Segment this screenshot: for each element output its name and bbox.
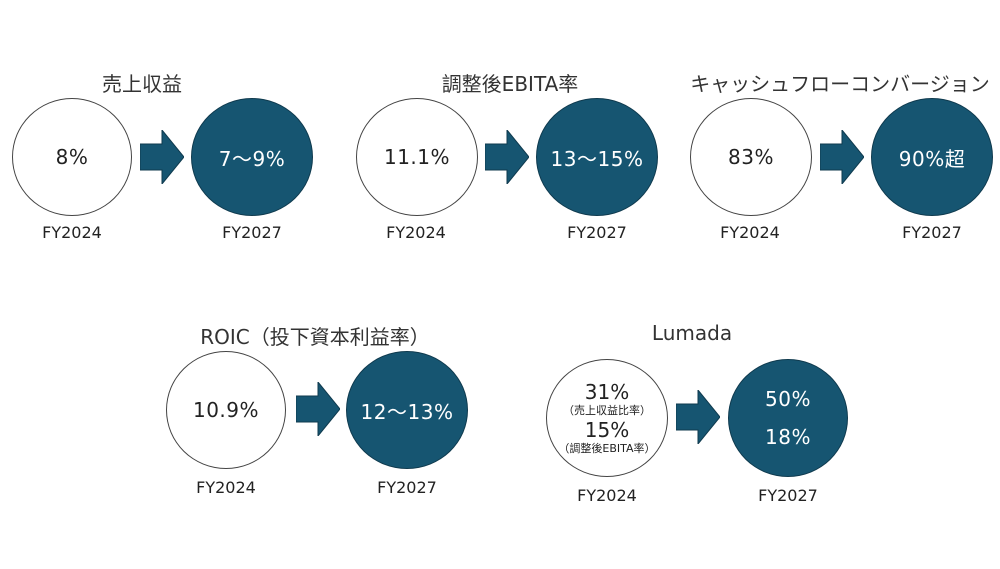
baseline-circle: 10.9% bbox=[166, 351, 286, 469]
target-value: 13〜15% bbox=[550, 146, 644, 171]
baseline-value: 11.1% bbox=[383, 145, 451, 169]
metric-title: Lumada bbox=[651, 321, 733, 345]
target-year: FY2027 bbox=[902, 223, 962, 242]
target-value-ebita-rate: 18% bbox=[765, 425, 811, 449]
baseline-value: 8% bbox=[55, 145, 89, 169]
metric-title: 売上収益 bbox=[102, 72, 182, 96]
baseline-value-revenue-ratio: 31% bbox=[584, 380, 630, 404]
target-year: FY2027 bbox=[222, 223, 282, 242]
baseline-year: FY2024 bbox=[42, 223, 102, 242]
arrow-right-icon bbox=[296, 382, 340, 436]
target-circle: 7〜9% bbox=[191, 98, 313, 216]
baseline-circle: 83% bbox=[690, 98, 812, 216]
baseline-value: 10.9% bbox=[192, 398, 260, 422]
metric-title: 調整後EBITA率 bbox=[441, 72, 579, 96]
target-value: 7〜9% bbox=[218, 146, 286, 171]
baseline-year: FY2024 bbox=[720, 223, 780, 242]
baseline-year: FY2024 bbox=[386, 223, 446, 242]
baseline-value: 83% bbox=[728, 145, 774, 169]
target-year: FY2027 bbox=[758, 486, 818, 505]
baseline-note-revenue-ratio: （売上収益比率） bbox=[563, 404, 651, 417]
target-circle: 90%超 bbox=[871, 98, 993, 216]
baseline-circle: 31% （売上収益比率） 15% （調整後EBITA率） bbox=[546, 359, 668, 477]
baseline-circle: 8% bbox=[12, 98, 132, 216]
target-year: FY2027 bbox=[377, 478, 437, 497]
target-circle: 13〜15% bbox=[536, 98, 658, 216]
metric-title: キャッシュフローコンバージョン bbox=[690, 72, 990, 96]
target-year: FY2027 bbox=[567, 223, 627, 242]
baseline-note-ebita-rate: （調整後EBITA率） bbox=[558, 442, 656, 455]
baseline-year: FY2024 bbox=[577, 486, 637, 505]
target-circle: 12〜13% bbox=[346, 351, 468, 469]
arrow-right-icon bbox=[676, 390, 720, 444]
metric-title: ROIC（投下資本利益率） bbox=[200, 325, 430, 349]
target-value: 12〜13% bbox=[360, 399, 454, 424]
baseline-circle: 11.1% bbox=[356, 98, 478, 216]
arrow-right-icon bbox=[820, 130, 864, 184]
target-value-revenue-ratio: 50% bbox=[765, 387, 811, 411]
arrow-right-icon bbox=[140, 130, 184, 184]
target-value: 90%超 bbox=[898, 146, 966, 171]
baseline-year: FY2024 bbox=[196, 478, 256, 497]
arrow-right-icon bbox=[485, 130, 529, 184]
target-circle: 50% 18% bbox=[728, 359, 848, 477]
baseline-value-ebita-rate: 15% bbox=[584, 418, 630, 442]
